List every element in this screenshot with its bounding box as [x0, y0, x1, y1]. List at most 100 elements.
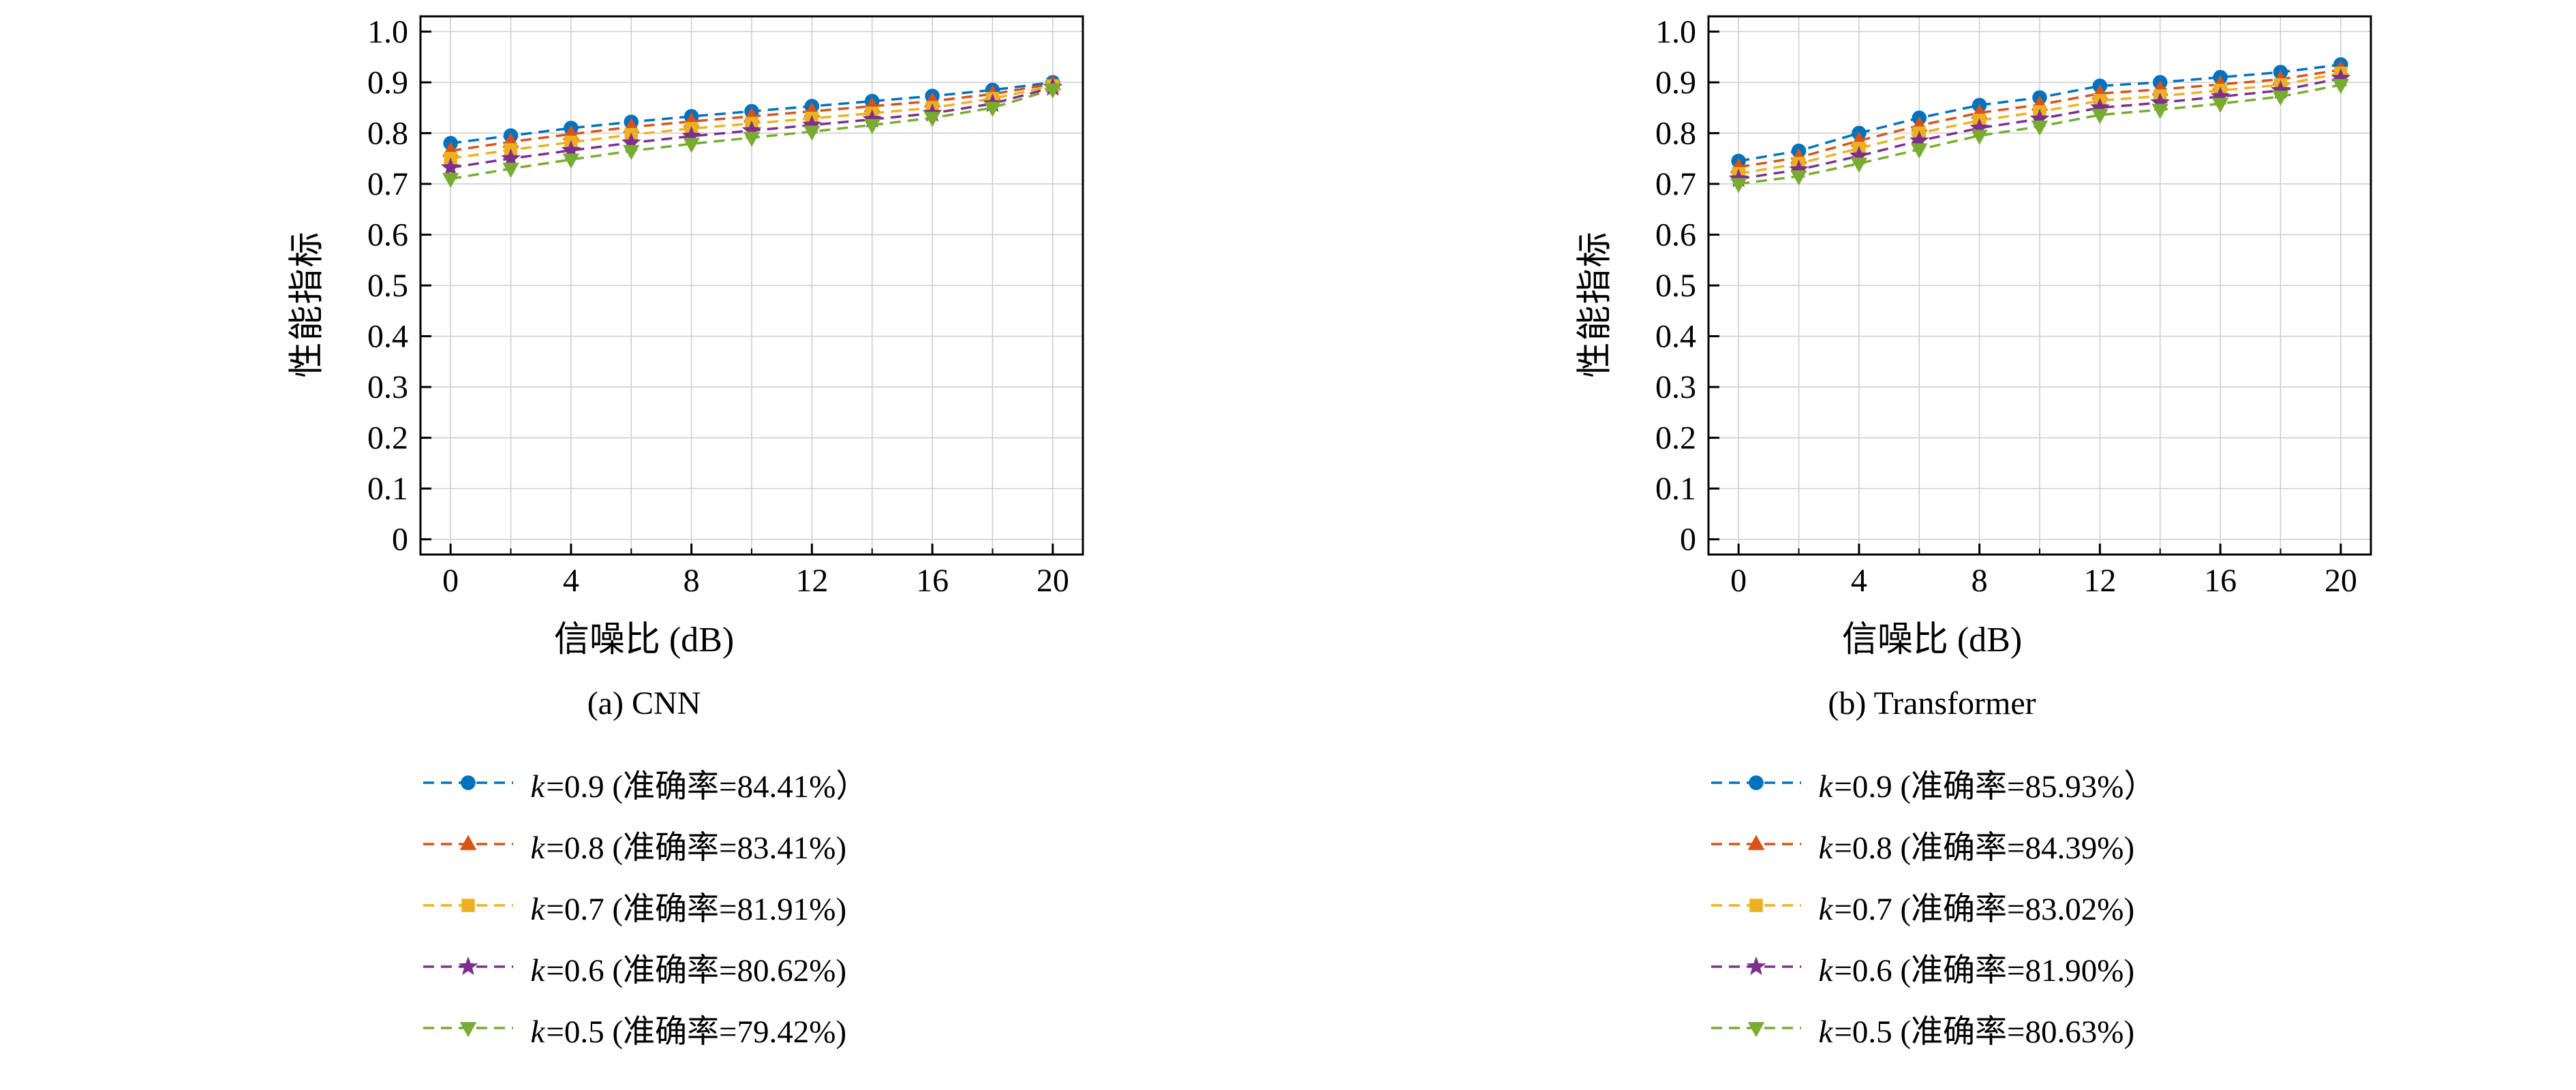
star-marker	[1746, 956, 1766, 976]
legend-line-sample	[1711, 835, 1801, 850]
svg-text:12: 12	[2083, 563, 2116, 599]
y-axis-label: 性能指标	[288, 230, 327, 378]
triangle-down-marker	[1747, 1022, 1764, 1038]
legend-line-sample	[423, 899, 513, 912]
svg-text:0.7: 0.7	[1655, 166, 1696, 202]
legend-label: k=0.5 (准确率=80.63%)	[1818, 1014, 2135, 1050]
svg-text:0.9: 0.9	[367, 65, 408, 101]
triangle-down-marker	[2031, 120, 2049, 136]
figure-cnn: 性能指标 0 4 8 12 16 20 0 0.1 0.2 0.3 0.4 0.5 0.6 0.7 0.8 0…	[276, 4, 1094, 1059]
legend-label: k=0.5 (准确率=79.42%)	[530, 1014, 847, 1050]
star-marker	[458, 956, 478, 976]
svg-text:8: 8	[1972, 563, 1988, 599]
legend-line-sample	[1711, 775, 1801, 790]
cnn-plot: 0 4 8 12 16 20 0 0.1 0.2 0.3 0.4 0.5 0.6 0.7 0.8 0.9 1.0	[367, 14, 1084, 599]
legend-item: k=0.6 (准确率=81.90%)	[1708, 936, 2135, 997]
svg-text:12: 12	[795, 563, 828, 599]
svg-text:0: 0	[1730, 563, 1747, 599]
svg-text:0.4: 0.4	[367, 319, 408, 355]
legend-label: k=0.6 (准确率=81.90%)	[1818, 952, 2135, 988]
legend-line-sample	[423, 775, 513, 790]
grid	[1708, 16, 2371, 555]
star-marker	[501, 148, 521, 167]
legend-label: k=0.8 (准确率=83.41%)	[530, 830, 847, 866]
triangle-down-marker	[459, 1022, 476, 1038]
svg-text:16: 16	[2204, 563, 2237, 599]
tick-labels: 0 4 8 12 16 20 0 0.1 0.2 0.3 0.4 0.5 0.6 0.7 0.8 0.9 1.0	[367, 14, 1069, 599]
caption-cnn: (a) CNN	[587, 685, 701, 721]
legend-transformer: k=0.9 (准确率=85.93%） k=0.8 (准确率=84.39%) k=0.…	[1708, 752, 2156, 1059]
svg-text:0: 0	[392, 522, 408, 558]
square-marker	[1749, 899, 1763, 912]
legend-item: k=0.7 (准确率=83.02%)	[1708, 875, 2135, 936]
plot-row-cnn: 性能指标 0 4 8 12 16 20 0 0.1 0.2 0.3 0.4 0.5 0.6 0.7 0.8 0…	[276, 4, 1094, 604]
triangle-down-marker	[1044, 83, 1062, 99]
y-axis-label: 性能指标	[1576, 230, 1615, 378]
triangle-down-marker	[562, 153, 580, 169]
svg-text:0.5: 0.5	[1655, 268, 1696, 304]
svg-text:0: 0	[1680, 522, 1696, 558]
legend-item: k=0.7 (准确率=81.91%)	[420, 875, 847, 936]
svg-text:0.6: 0.6	[1655, 217, 1696, 253]
triangle-down-marker	[623, 144, 640, 161]
legend-item: k=0.8 (准确率=84.39%)	[1708, 813, 2135, 875]
legend-line-sample	[1711, 956, 1801, 976]
transformer-plot: 0 4 8 12 16 20 0 0.1 0.2 0.3 0.4 0.5 0.6 0.7 0.8 0.9 1.0	[1655, 14, 2372, 599]
svg-text:0.8: 0.8	[367, 115, 408, 151]
legend-line-sample	[1711, 899, 1801, 912]
triangle-down-marker	[984, 102, 1001, 117]
legend-label: k=0.7 (准确率=83.02%)	[1818, 891, 2135, 927]
legend-line-sample	[423, 835, 513, 850]
svg-text:0.3: 0.3	[367, 369, 408, 405]
svg-text:4: 4	[1851, 563, 1867, 599]
circle-marker	[1748, 775, 1764, 790]
triangle-down-marker	[683, 138, 700, 153]
triangle-down-marker	[803, 125, 821, 141]
svg-text:0.6: 0.6	[367, 217, 408, 253]
legend-label: k=0.9 (准确率=84.41%）	[530, 768, 868, 805]
svg-text:0.5: 0.5	[367, 268, 408, 304]
triangle-down-marker	[2332, 78, 2350, 95]
svg-text:0.4: 0.4	[1655, 319, 1696, 355]
star-marker	[440, 157, 461, 176]
svg-text:0.8: 0.8	[1655, 115, 1696, 151]
x-axis-label: 信噪比 (dB)	[1841, 621, 2023, 659]
legend-label: k=0.7 (准确率=81.91%)	[530, 891, 847, 927]
legend-item: k=0.9 (准确率=84.41%）	[420, 752, 868, 813]
grid	[420, 16, 1083, 555]
triangle-up-marker	[459, 835, 476, 850]
svg-text:0.1: 0.1	[1655, 471, 1696, 507]
triangle-down-marker	[2272, 91, 2289, 106]
square-marker	[461, 899, 475, 912]
svg-text:20: 20	[1037, 563, 1069, 599]
triangle-down-marker	[2211, 97, 2229, 113]
caption-transformer: (b) Transformer	[1828, 685, 2036, 721]
svg-text:4: 4	[563, 563, 579, 599]
triangle-down-marker	[1850, 157, 1868, 173]
svg-text:1.0: 1.0	[1655, 14, 1696, 50]
triangle-down-marker	[2091, 108, 2109, 125]
svg-text:0.2: 0.2	[367, 420, 408, 456]
axis-ticks	[1708, 30, 2342, 555]
triangle-down-marker	[743, 131, 761, 147]
legend-cnn: k=0.9 (准确率=84.41%） k=0.8 (准确率=83.41%) k=0.…	[420, 752, 868, 1059]
legend-line-sample	[423, 1022, 513, 1038]
figure-transformer: 性能指标 0 4 8 12 16 20 0 0.1 0.2 0.3 0.4 0.5 0.6 0.7 0.8 0…	[1288, 0, 2576, 1090]
x-axis-label: 信噪比 (dB)	[553, 621, 735, 659]
triangle-down-marker	[923, 112, 941, 127]
plot-row-transformer: 性能指标 0 4 8 12 16 20 0 0.1 0.2 0.3 0.4 0.5 0.6 0.7 0.8 0…	[1564, 4, 2382, 604]
legend-item: k=0.8 (准确率=83.41%)	[420, 813, 847, 875]
triangle-down-marker	[1971, 129, 1988, 145]
circle-marker	[460, 775, 476, 790]
legend-label: k=0.8 (准确率=84.39%)	[1818, 830, 2135, 866]
triangle-down-marker	[1911, 143, 1928, 159]
svg-text:0.9: 0.9	[1655, 65, 1696, 101]
triangle-down-marker	[2151, 104, 2168, 119]
legend-item: k=0.9 (准确率=85.93%）	[1708, 752, 2156, 813]
axis-ticks	[420, 30, 1054, 555]
legend-item: k=0.6 (准确率=80.62%)	[420, 936, 846, 997]
svg-text:16: 16	[916, 563, 949, 599]
triangle-down-marker	[502, 162, 519, 178]
svg-text:0: 0	[442, 563, 459, 599]
y-axis-label-wrap: 性能指标	[1564, 4, 1619, 604]
